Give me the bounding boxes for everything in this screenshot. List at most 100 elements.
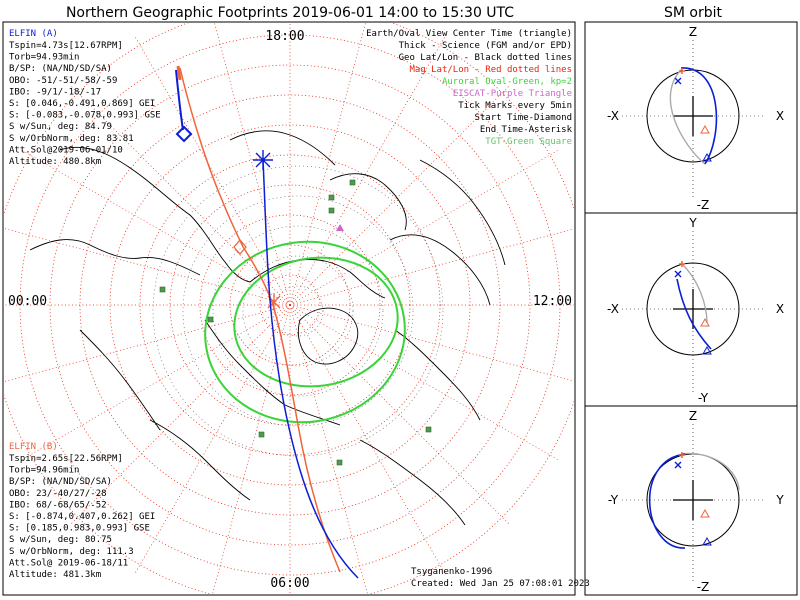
info-line: S w/Sun, deg: 80.75 <box>9 535 112 545</box>
elfin-a-science-segment <box>175 69 184 131</box>
axis-label-left: -Y <box>608 493 619 507</box>
geo-lat-circle <box>212 225 384 397</box>
legend-item: Earth/Oval View Center Time (triangle) <box>366 29 572 39</box>
info-line: Altitude: 481.3km <box>9 570 101 580</box>
legend-item: Tick Marks every 5min <box>458 101 572 111</box>
axis-label-right: Y <box>775 493 784 507</box>
orbit-frame-3 <box>584 405 798 596</box>
mag-lon-line <box>289 304 559 461</box>
mag-lon-line <box>134 36 291 306</box>
info-line: OBO: 23/-40/27/-28 <box>9 489 107 499</box>
created-stamp: Created: Wed Jan 25 07:08:01 2023 <box>411 579 590 589</box>
elfin-a-end-asterisk <box>253 150 273 170</box>
axis-label-right: X <box>776 109 784 123</box>
elfin-a-orbit-center <box>702 152 712 162</box>
info-line: B/SP: (NA/ND/SD/SA) <box>9 477 112 487</box>
tgt-square <box>328 194 335 201</box>
elfin-a-orbit-track <box>680 67 718 165</box>
mag-lon-line <box>289 304 510 525</box>
time-label-00: 00:00 <box>8 294 47 309</box>
map-frame <box>2 21 576 596</box>
elfin-b-science-segment <box>176 65 182 81</box>
axis-label-bottom: -Y <box>698 391 709 405</box>
axis-label-left: -X <box>607 109 619 123</box>
info-line: Att.Sol@ 2019-06-18/11 <box>9 558 128 568</box>
mag-lon-line <box>289 36 446 306</box>
info-line: Att.Sol@2019-06-01/10 <box>9 145 123 155</box>
elfin-a-orbit-end <box>674 77 682 85</box>
mag-lon-line <box>214 23 291 306</box>
mag-lon-line <box>4 304 291 382</box>
elfin-a-lines: Tspin=4.73s[12.67RPM] Torb=94.93minB/SP: … <box>9 41 161 167</box>
time-label-12: 12:00 <box>533 294 572 309</box>
info-line: S w/OrbNorm, deg: 83.81 <box>9 134 134 144</box>
axis-label-top: Z <box>689 25 697 39</box>
geo-lat-circle <box>242 255 354 367</box>
legend-item: Start Time-Diamond <box>474 113 572 123</box>
tgt-square <box>258 431 265 438</box>
tgt-square <box>349 179 356 186</box>
info-line: OBO: -51/-51/-58/-59 <box>9 76 117 86</box>
auroral-oval-inner <box>233 256 399 388</box>
mag-lon-line <box>212 304 291 594</box>
info-line: S w/Sun, deg: 84.79 <box>9 122 112 132</box>
mag-lat-circle <box>49 64 531 546</box>
axis-label-bottom: -Z <box>697 580 710 594</box>
elfin-b-orbit-center <box>700 124 710 134</box>
mag-lon-line <box>21 149 291 306</box>
info-line: S w/OrbNorm, deg: 111.3 <box>9 547 134 557</box>
tgt-square <box>336 459 343 466</box>
legend-item: Thick - Science (FGM and/or EPD) <box>399 41 572 51</box>
elfin-a-footprint <box>175 69 359 579</box>
legend-item: Auroral Oval-Green, kp=2 <box>442 77 572 87</box>
orbit-panel-1: Z -Z -X X <box>607 25 784 212</box>
axis-label-top: Y <box>688 216 697 230</box>
elfin-a-start-diamond <box>175 125 193 143</box>
mag-lon-line <box>4 228 291 306</box>
info-line: Torb=94.96min <box>9 466 79 476</box>
axis-label-top: Z <box>689 409 697 423</box>
legend: Earth/Oval View Center Time (triangle) Th… <box>366 29 572 147</box>
elfin-b-orbit-end <box>679 452 685 458</box>
info-line: B/SP: (NA/ND/SD/SA) <box>9 64 112 74</box>
elfin-a-orbit-center <box>702 536 712 546</box>
mag-lon-line <box>289 149 559 306</box>
mag-lat-circle <box>259 274 321 336</box>
geo-lat-circle <box>152 165 444 457</box>
tgt-square <box>425 426 432 433</box>
elfin-a-orbit-center <box>702 345 712 355</box>
mag-lon-line <box>70 85 291 306</box>
elfin-a-info: ELFIN (A) Tspin=4.73s[12.67RPM] Torb=94.9… <box>9 29 161 167</box>
geo-lat-circle <box>272 285 324 337</box>
mag-lon-line <box>289 85 510 306</box>
mag-lon-line <box>134 304 291 574</box>
orbit-panels: Z -Z -X X Y -Y -X X Z -Z -Y Y <box>607 25 784 594</box>
mag-lon-line <box>289 23 366 306</box>
axis-label-left: -X <box>607 302 619 316</box>
auroral-oval <box>204 240 406 424</box>
mag-lon-line <box>289 304 368 594</box>
info-line: S: [0.046,-0.491,0.869] GEI <box>9 99 155 109</box>
orbit-title: SM orbit <box>664 5 723 21</box>
time-label-06: 06:00 <box>270 576 309 591</box>
elfin-b-start-diamond <box>233 239 247 255</box>
tgt-square <box>207 316 214 323</box>
mag-lon-line <box>289 304 574 382</box>
info-line: S: [0.185,0.983,0.993] GSE <box>9 524 150 534</box>
mag-lon-line <box>289 228 574 306</box>
info-line: Altitude: 480.8km <box>9 157 101 167</box>
legend-item: Mag Lat/Lon - Red dotted lines <box>409 65 572 75</box>
tgt-markers <box>159 179 432 466</box>
legend-item: TGT-Green Square <box>485 137 572 147</box>
model-credit: Tsyganenko-1996 <box>411 567 492 577</box>
elfin-a-header: ELFIN (A) <box>9 29 58 39</box>
elfin-b-orbit-track <box>680 452 740 491</box>
legend-item: EISCAT-Purple Triangle <box>453 89 572 99</box>
info-line: S: [-0.874,0.407,0.262] GEI <box>9 512 155 522</box>
elfin-b-orbit-track <box>680 262 708 324</box>
coastlines <box>29 130 506 526</box>
elfin-b-lines: Tspin=2.65s[22.56RPM] Torb=94.96minB/SP: … <box>9 454 155 580</box>
time-label-18: 18:00 <box>265 29 304 44</box>
elfin-b-orbit-end <box>679 261 685 267</box>
